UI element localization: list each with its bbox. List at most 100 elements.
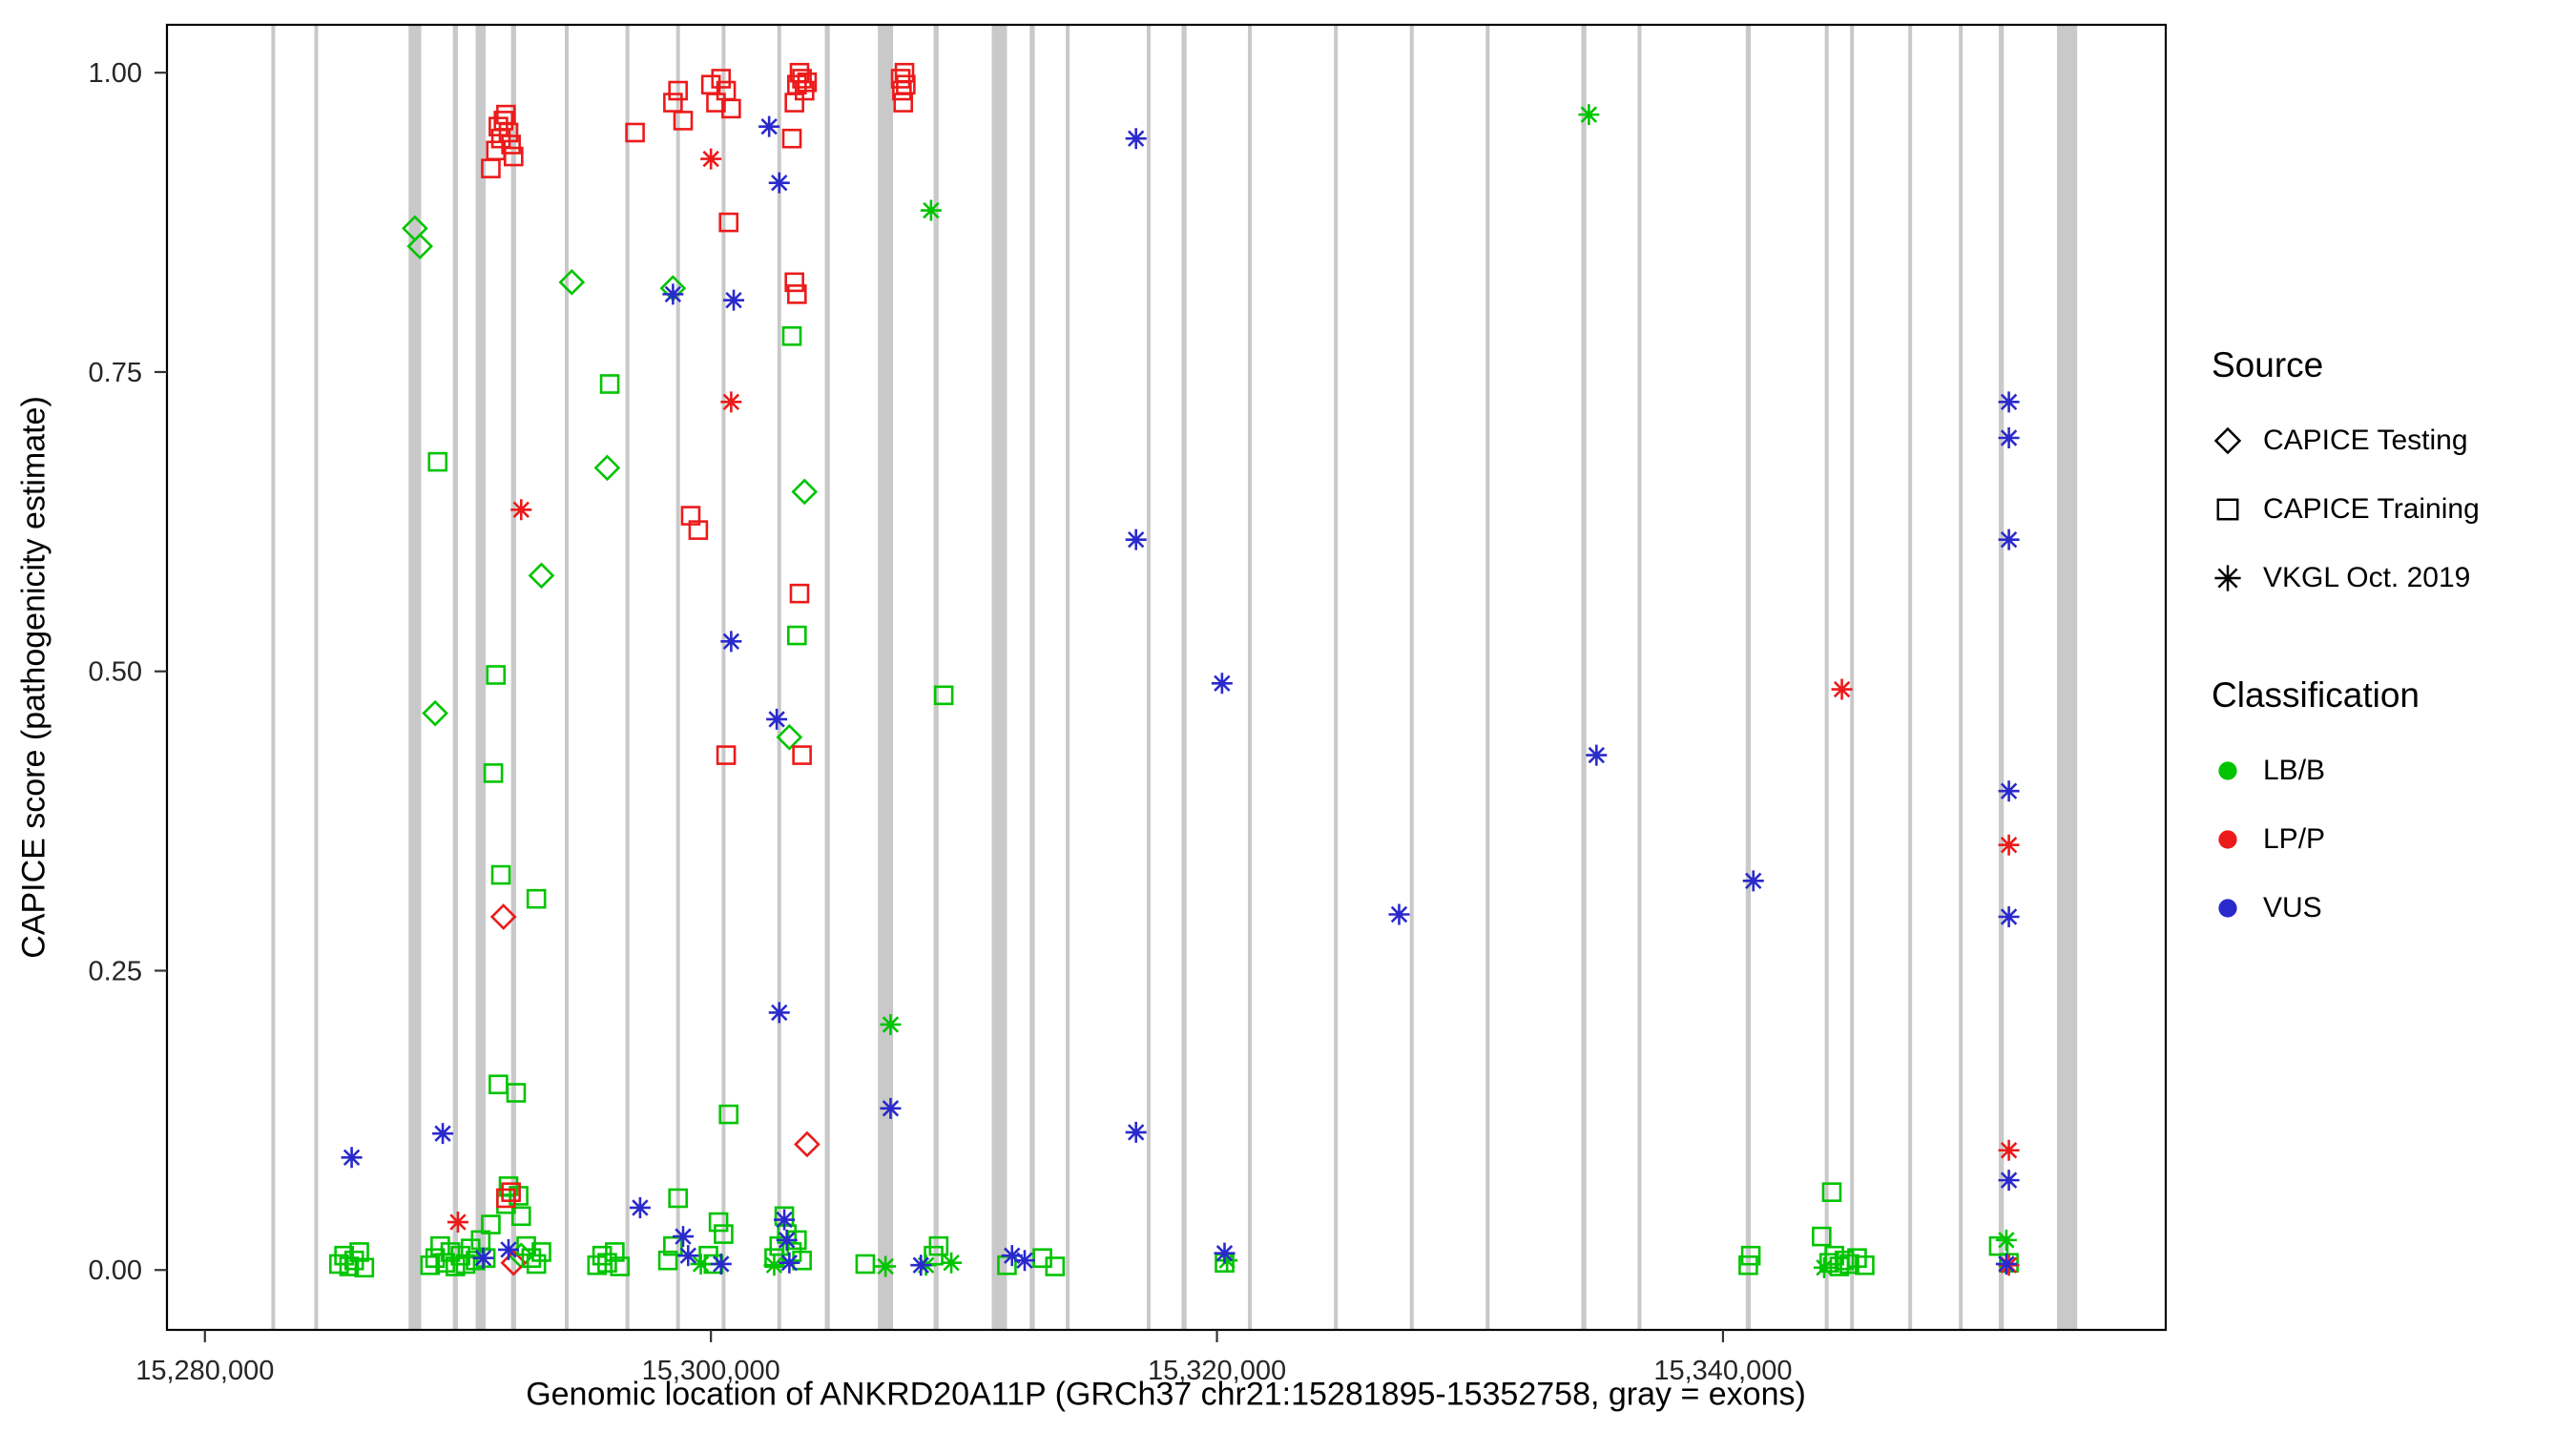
exon-bar	[1959, 25, 1963, 1330]
data-point-square	[435, 1253, 456, 1274]
legend-item-label: VUS	[2263, 892, 2322, 923]
data-point-asterisk	[776, 1229, 798, 1251]
data-point-square	[781, 326, 802, 346]
data-point-square	[526, 1254, 547, 1275]
data-point-square	[933, 685, 954, 706]
exon-bar	[314, 25, 319, 1330]
data-point-asterisk	[1125, 529, 1147, 550]
data-point-square	[625, 122, 645, 143]
data-point-square	[789, 583, 810, 604]
data-point-asterisk	[498, 1238, 520, 1260]
data-point-asterisk	[720, 391, 742, 413]
data-point-asterisk	[774, 1209, 796, 1231]
exon-bar	[1908, 25, 1913, 1330]
exon-bar	[1181, 25, 1187, 1330]
data-point-asterisk	[723, 289, 745, 311]
data-point-square	[506, 1083, 527, 1103]
data-point-square	[501, 1182, 521, 1202]
data-point-asterisk	[1013, 1250, 1035, 1272]
data-point-square	[711, 69, 732, 89]
data-point-square	[531, 1242, 551, 1262]
data-point-diamond	[593, 454, 621, 482]
vus-dot-icon	[2218, 899, 2237, 918]
legend-source-title: Source	[2212, 345, 2324, 384]
legend-item-capice-training: CAPICE Training	[2212, 475, 2565, 544]
legend-item-capice-testing: CAPICE Testing	[2212, 406, 2565, 475]
data-point-square	[792, 745, 812, 765]
exon-bar	[452, 25, 458, 1330]
data-point-square	[501, 135, 521, 155]
data-point-square	[855, 1254, 876, 1275]
data-point-asterisk	[1813, 1256, 1835, 1278]
legend-item-vus: VUS	[2212, 874, 2565, 943]
data-point-asterisk	[1998, 391, 2020, 413]
x-tick-label: 15,320,000	[1148, 1356, 1286, 1386]
data-point-square	[787, 625, 807, 646]
data-point-asterisk	[1586, 744, 1608, 766]
data-point-square	[784, 272, 804, 293]
data-point-square	[708, 1212, 729, 1233]
data-point-square	[890, 69, 911, 89]
data-point-square	[605, 1242, 625, 1262]
data-point-square	[339, 1256, 360, 1276]
legend-classification-title: Classification	[2212, 675, 2420, 715]
data-point-square	[894, 62, 915, 83]
data-point-square	[592, 1245, 613, 1266]
data-point-asterisk	[779, 1252, 800, 1274]
exon-bar	[991, 25, 1008, 1330]
exon-bar	[1248, 25, 1253, 1330]
data-point-diamond	[489, 903, 517, 930]
data-point-asterisk	[1995, 1253, 2017, 1275]
asterisk-icon	[2214, 565, 2241, 591]
data-point-asterisk	[1578, 104, 1600, 126]
legend-item-lbb: LB/B	[2212, 736, 2565, 805]
y-tick-label: 0.00	[89, 1255, 142, 1286]
data-point-asterisk	[1998, 1170, 2020, 1192]
exon-bar	[878, 25, 894, 1330]
data-point-square	[896, 74, 916, 95]
data-point-asterisk	[1125, 128, 1147, 150]
y-tick-label: 0.75	[89, 358, 142, 388]
data-point-square	[706, 93, 726, 113]
y-tick-label: 0.25	[89, 956, 142, 986]
data-point-diamond	[776, 723, 803, 751]
data-point-square	[425, 1248, 446, 1268]
data-point-asterisk	[875, 1255, 897, 1277]
data-point-asterisk	[1211, 673, 1233, 695]
exon-bar	[475, 25, 487, 1330]
lbb-dot-icon	[2218, 761, 2237, 780]
exon-bar	[1409, 25, 1414, 1330]
data-point-asterisk	[910, 1255, 932, 1276]
data-point-square	[928, 1235, 949, 1256]
data-point-square	[1045, 1256, 1066, 1276]
data-point-square	[716, 745, 737, 765]
data-point-asterisk	[672, 1226, 694, 1248]
data-point-square	[787, 284, 807, 304]
legend-item-label: CAPICE Testing	[2263, 425, 2468, 456]
data-point-square	[516, 1235, 536, 1256]
data-point-square	[673, 111, 694, 131]
data-point-square	[668, 80, 688, 101]
data-point-square	[455, 1254, 476, 1275]
exon-bar	[1146, 25, 1151, 1330]
data-point-square	[481, 1214, 501, 1234]
data-point-asterisk	[1125, 1121, 1147, 1143]
exon-bar	[408, 25, 422, 1330]
data-point-asterisk	[341, 1147, 363, 1169]
data-point-diamond	[500, 1249, 528, 1276]
data-point-square	[781, 128, 802, 149]
legend-item-vkgl: VKGL Oct. 2019	[2212, 544, 2565, 612]
x-tick-label: 15,300,000	[642, 1356, 780, 1386]
y-tick-label: 1.00	[89, 58, 142, 89]
data-point-diamond	[422, 699, 448, 727]
exon-bar	[1850, 25, 1855, 1330]
lpp-dot-icon	[2218, 830, 2237, 849]
exon-bar	[824, 25, 830, 1330]
data-point-square	[668, 1188, 688, 1209]
data-point-diamond	[528, 562, 555, 590]
data-point-asterisk	[1216, 1250, 1238, 1272]
data-point-asterisk	[447, 1212, 468, 1234]
data-point-square	[446, 1256, 466, 1276]
exon-bar	[2056, 25, 2078, 1330]
data-point-square	[488, 1074, 509, 1095]
